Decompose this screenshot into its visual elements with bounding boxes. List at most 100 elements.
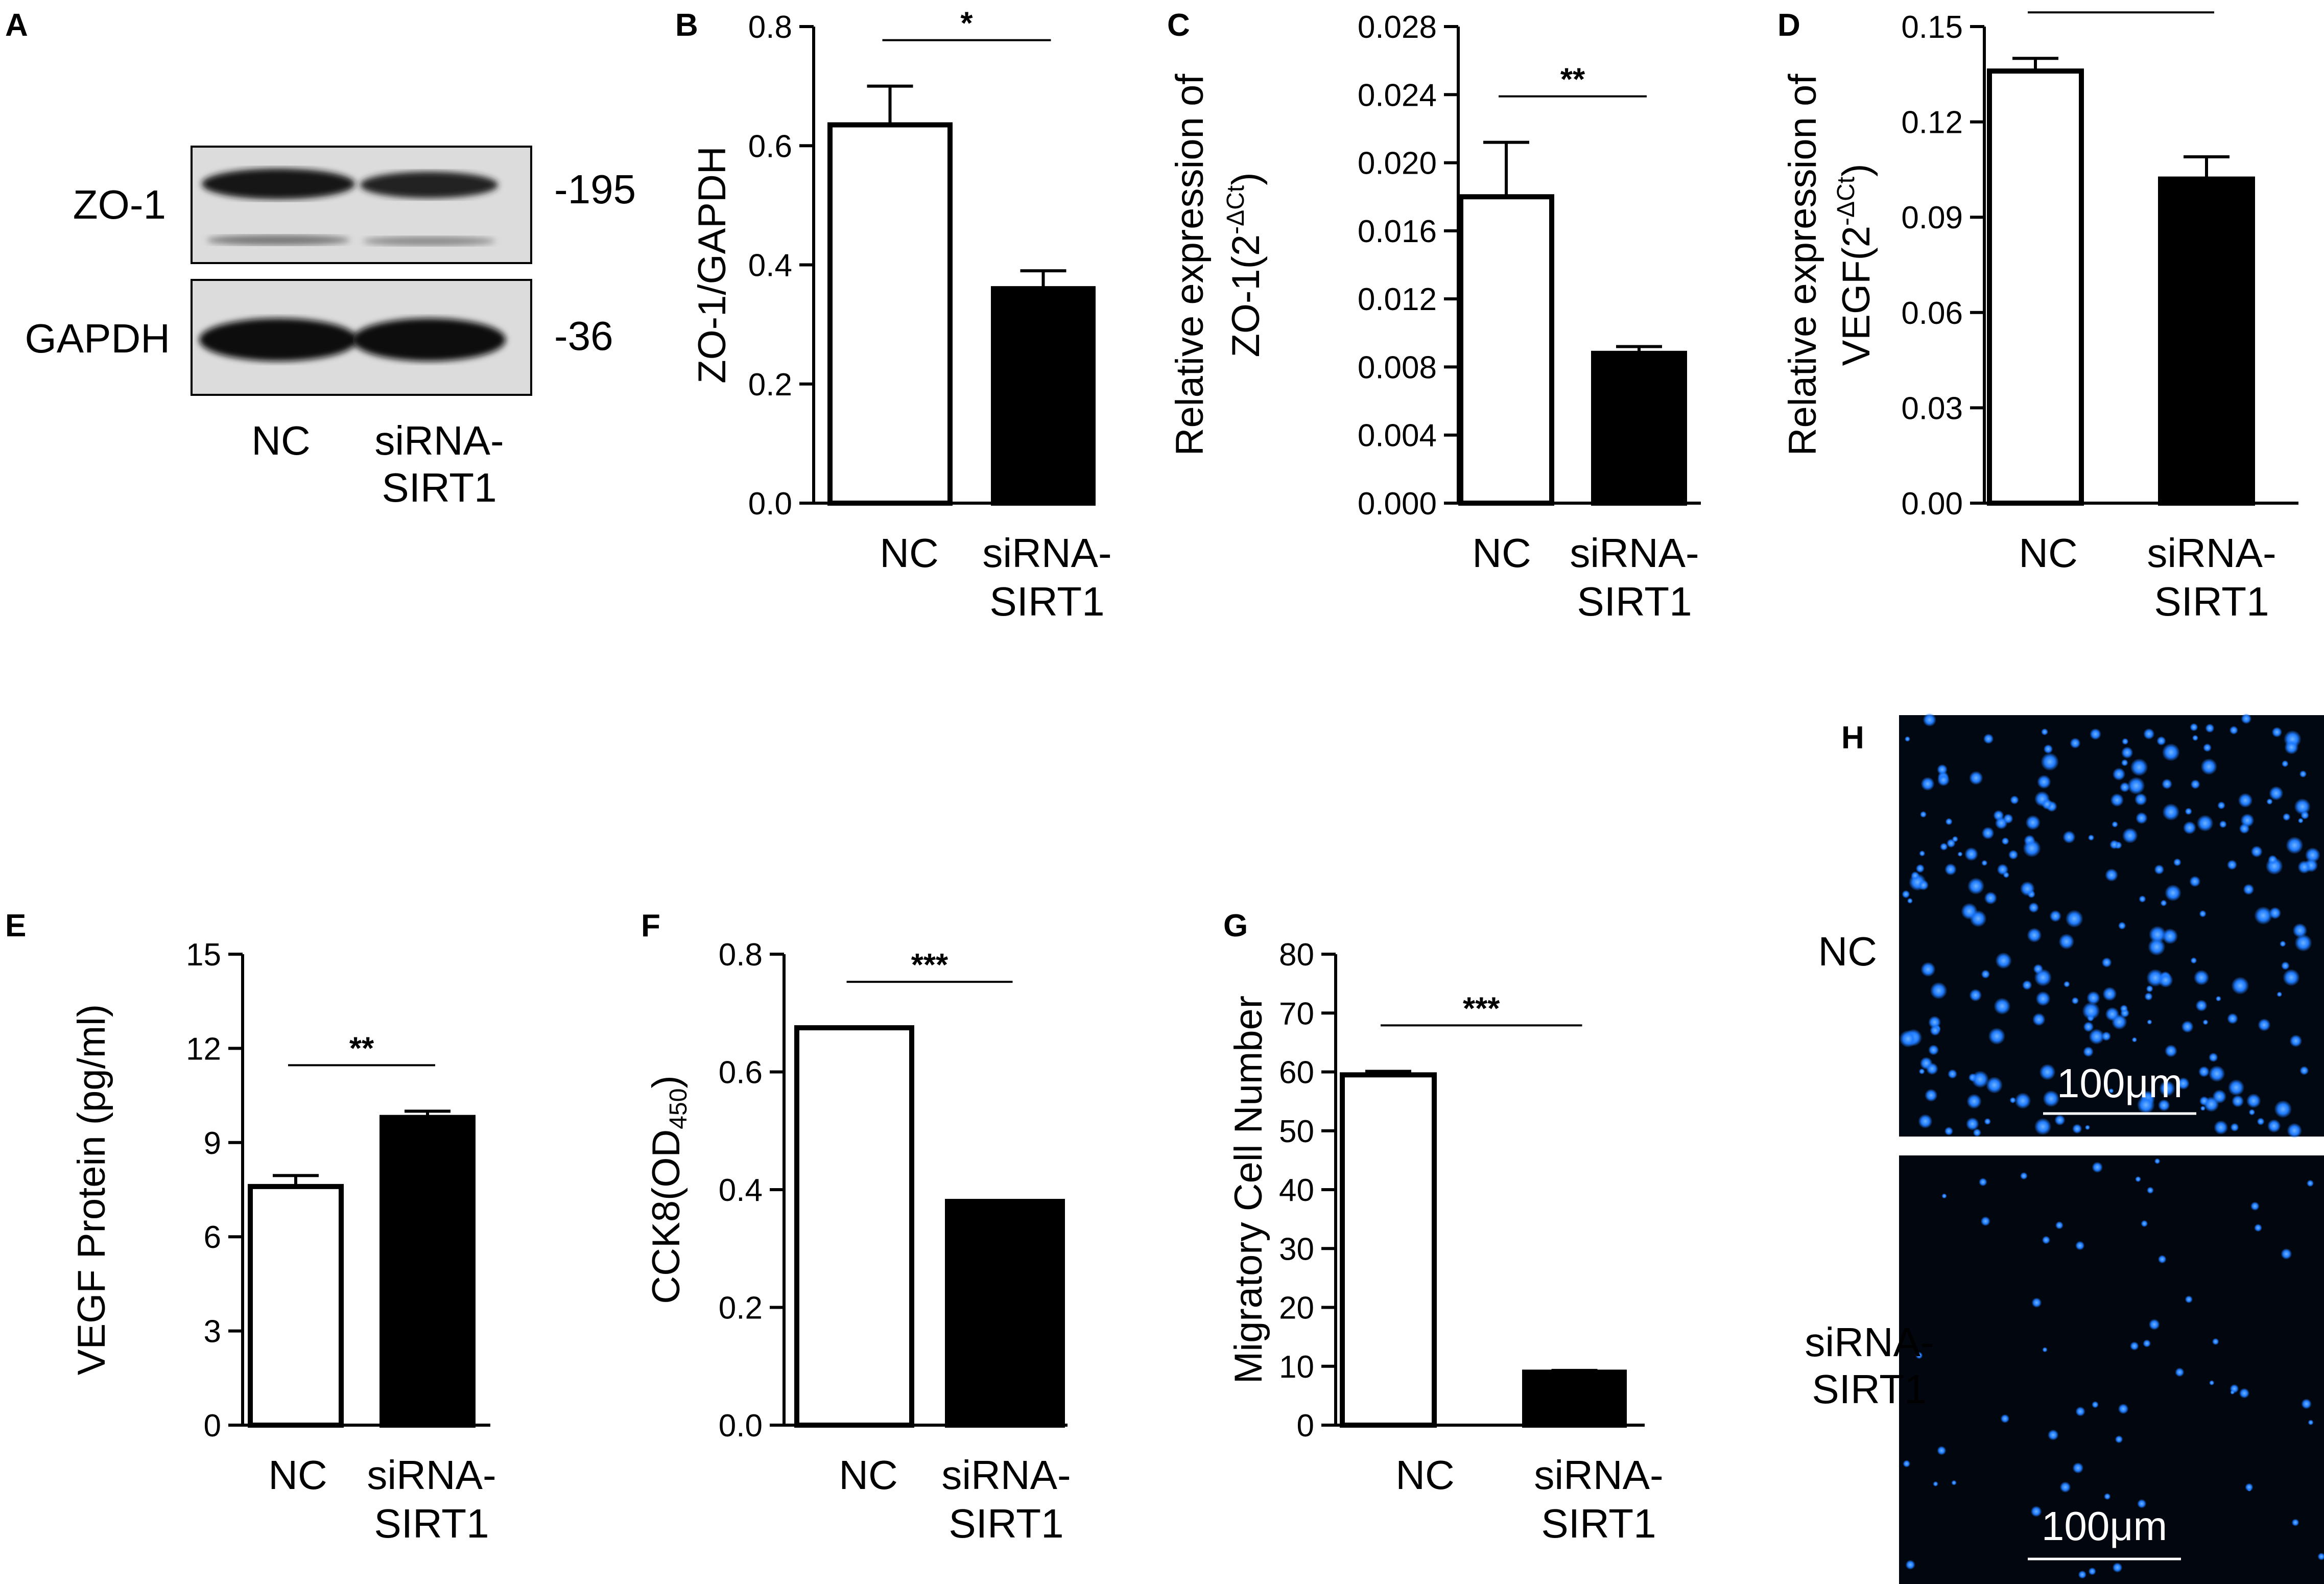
- nucleus: [2137, 1499, 2147, 1508]
- nucleus: [2031, 1297, 2042, 1308]
- nucleus: [1995, 952, 2012, 969]
- nucleus: [2092, 1162, 2103, 1173]
- nucleus: [2177, 1077, 2190, 1090]
- nucleus: [2041, 752, 2059, 771]
- nucleus: [1967, 878, 1985, 895]
- nucleus: [1969, 988, 1982, 1002]
- nucleus: [1945, 818, 1953, 825]
- nucleus: [2101, 957, 2112, 968]
- nucleus: [2141, 1220, 2148, 1227]
- nucleus: [2192, 735, 2198, 741]
- nucleus: [1918, 880, 1929, 891]
- nucleus: [2257, 1118, 2265, 1126]
- nucleus: [1986, 1076, 2003, 1094]
- nucleus: [2215, 996, 2221, 1002]
- nucleus: [1981, 826, 1995, 840]
- nucleus: [2160, 900, 2167, 907]
- nucleus: [1981, 970, 1990, 979]
- nucleus: [2164, 1044, 2177, 1057]
- bar-sirna: [380, 1115, 476, 1428]
- nucleus: [2254, 1223, 2262, 1232]
- y-tick-label: 0.028: [1358, 10, 1437, 45]
- blot-row-label-zo1: ZO-1: [73, 182, 166, 227]
- nucleus: [2271, 727, 2283, 738]
- nucleus: [2148, 926, 2167, 943]
- x-category-label: NC: [2019, 530, 2078, 576]
- nucleus: [2104, 1493, 2111, 1500]
- blot-mw-gapdh: -36: [554, 313, 613, 359]
- nucleus: [2291, 1519, 2299, 1526]
- panel-letter-h: H: [1841, 720, 1864, 755]
- nucleus: [1944, 863, 1957, 876]
- nucleus: [2088, 834, 2095, 841]
- bar-sirna: [1522, 1369, 1627, 1428]
- band-zo1-nc: [202, 169, 355, 199]
- nucleus: [2190, 779, 2200, 789]
- nucleus: [2199, 1096, 2209, 1106]
- nucleus: [2121, 759, 2128, 767]
- nucleus: [2075, 1241, 2085, 1250]
- panel-letter-e: E: [5, 908, 26, 943]
- x-category-label: NC: [1472, 530, 1531, 576]
- nucleus: [1941, 1193, 1947, 1199]
- nucleus: [2147, 1019, 2152, 1025]
- nucleus: [2064, 981, 2070, 988]
- nucleus: [2266, 798, 2273, 805]
- nucleus: [1925, 1089, 1938, 1102]
- y-tick-label: 15: [186, 937, 221, 973]
- nucleus: [2287, 1123, 2303, 1139]
- nucleus: [2078, 1570, 2087, 1579]
- nucleus: [2173, 858, 2181, 866]
- y-tick-label: 0.00: [1901, 486, 1963, 522]
- nucleus: [1937, 764, 1948, 775]
- nucleus: [2269, 786, 2284, 801]
- y-tick-label: 0.2: [748, 367, 792, 403]
- nucleus: [2217, 801, 2225, 810]
- nucleus: [1965, 1117, 1979, 1131]
- bar-sirna: [945, 1199, 1065, 1428]
- nucleus: [2032, 1013, 2046, 1026]
- nucleus: [2243, 884, 2255, 895]
- y-tick-label: 0.0: [748, 486, 792, 522]
- y-tick-label: 0.020: [1358, 146, 1437, 181]
- y-tick-label: 80: [1279, 937, 1314, 973]
- nucleus: [1988, 1027, 2006, 1045]
- nucleus: [2183, 821, 2196, 835]
- nucleus: [1937, 773, 1950, 787]
- micrograph-sirna-nuclei: [1903, 1158, 2324, 1579]
- micrograph-sirna: [1899, 1155, 2324, 1584]
- nucleus: [1966, 1094, 1982, 1109]
- significance-stars: ***: [1463, 991, 1500, 1026]
- nucleus: [2190, 723, 2198, 731]
- nucleus: [2268, 855, 2278, 865]
- y-tick-label: 0.6: [719, 1055, 763, 1091]
- panel-letter-f: F: [641, 908, 660, 943]
- nucleus: [1994, 998, 2011, 1015]
- x-category-label: siRNA-SIRT1: [1534, 1452, 1663, 1546]
- nucleus: [1984, 1118, 1991, 1125]
- nucleus: [2105, 868, 2118, 882]
- panel-b-chart: B 0.0 0.2 0.4 0.6 0.8 ZO-1/GAPDH NC siRNA-SIRT1 *: [675, 6, 1112, 624]
- nucleus: [2274, 1100, 2292, 1118]
- nucleus: [2136, 812, 2148, 824]
- y-tick-label: 0.4: [748, 248, 792, 283]
- nucleus: [2070, 738, 2081, 749]
- nucleus: [2196, 815, 2214, 832]
- nucleus: [1984, 891, 1997, 905]
- nucleus: [2014, 1093, 2031, 1109]
- nucleus: [2109, 840, 2119, 849]
- nucleus: [2238, 793, 2253, 808]
- nucleus: [2317, 1552, 2324, 1561]
- nucleus: [2033, 964, 2044, 974]
- nucleus: [2008, 849, 2019, 860]
- micrograph-nc-nuclei: [1899, 713, 2320, 1139]
- nucleus: [1951, 1480, 1957, 1485]
- panel-letter-a: A: [5, 8, 28, 43]
- nucleus: [2154, 1158, 2161, 1164]
- nucleus: [1915, 864, 1925, 873]
- y-axis-label: VEGF(2-ΔCt​): [1833, 164, 1878, 366]
- bar-nc: [248, 1184, 344, 1428]
- nucleus: [2027, 928, 2042, 943]
- nucleus: [2232, 1095, 2244, 1107]
- nucleus: [1971, 1070, 1989, 1088]
